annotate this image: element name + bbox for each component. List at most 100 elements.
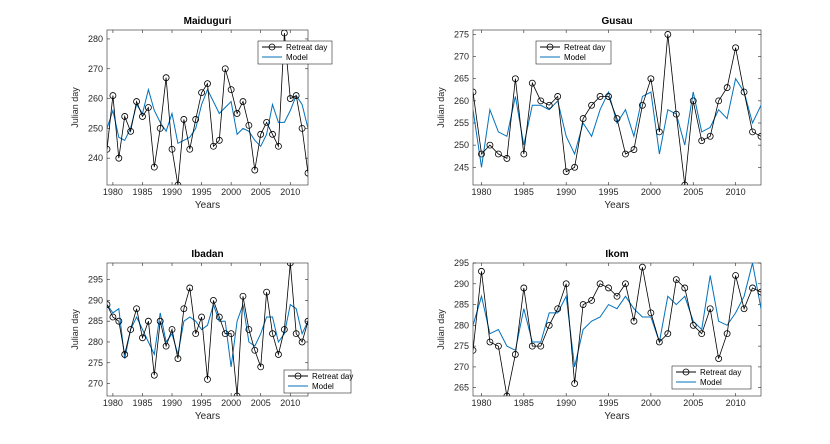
chart-panel-maiduguri: Maiduguri 1980 1985 1990 1995 2000 2005 2010 240…: [70, 16, 333, 211]
data-point: [198, 313, 205, 321]
data-point: [304, 317, 308, 325]
data-point: [227, 86, 235, 94]
y-tick-label: 270: [88, 379, 103, 389]
data-point: [630, 146, 638, 153]
y-tick-label: 255: [454, 118, 469, 128]
data-point: [715, 97, 723, 105]
data-point: [286, 263, 294, 267]
series-line-retreat-day: [473, 267, 761, 396]
data-point: [221, 65, 229, 73]
data-point: [723, 330, 731, 338]
data-point: [681, 181, 689, 185]
legend-label: Model: [564, 53, 586, 62]
series-line-retreat-day: [107, 32, 308, 185]
legend-label: Model: [312, 382, 334, 391]
data-point: [174, 355, 182, 362]
data-point: [162, 342, 170, 350]
data-point: [150, 371, 158, 379]
data-point: [715, 355, 723, 362]
x-tick-label: 2000: [221, 187, 241, 197]
data-point: [740, 88, 748, 96]
data-point: [706, 305, 714, 313]
data-point: [215, 313, 223, 321]
data-point: [139, 334, 146, 342]
legend-swatch-marker: [268, 43, 276, 51]
data-point: [139, 113, 146, 120]
series-line-model: [107, 302, 308, 367]
data-point: [655, 338, 663, 346]
data-point: [749, 284, 756, 292]
data-point: [251, 346, 259, 354]
data-point: [286, 95, 294, 102]
data-point: [257, 363, 265, 371]
data-point: [757, 132, 761, 140]
y-tick-label: 240: [88, 153, 103, 163]
data-point: [503, 155, 511, 162]
data-point: [749, 128, 756, 136]
data-point: [757, 288, 761, 296]
x-tick-label: 2005: [683, 398, 703, 408]
data-point: [275, 142, 282, 150]
x-tick-label: 1990: [162, 187, 182, 197]
data-point: [545, 321, 553, 329]
data-point: [107, 301, 111, 308]
data-point: [588, 297, 595, 304]
data-point: [740, 305, 748, 313]
x-tick-label: 1995: [599, 398, 619, 408]
x-tick-label: 1980: [471, 187, 491, 197]
x-tick-label: 1995: [192, 398, 212, 408]
data-point: [647, 75, 655, 83]
y-tick-label: 275: [454, 341, 469, 351]
data-point: [681, 284, 689, 292]
data-point: [292, 92, 300, 99]
x-axis-label: Years: [604, 200, 629, 211]
x-tick-label: 1985: [514, 398, 534, 408]
legend-swatch-marker: [294, 372, 302, 380]
data-point: [109, 92, 117, 99]
data-point: [174, 181, 182, 185]
y-tick-label: 290: [88, 295, 103, 305]
data-point: [263, 119, 271, 126]
chart-panel-gusau: Gusau 1980 1985 1990 1995 2000 2005 2010 245 250 2…: [436, 16, 762, 211]
y-tick-label: 285: [88, 316, 103, 326]
y-tick-label: 285: [454, 300, 469, 310]
data-point: [689, 321, 697, 329]
data-point: [689, 97, 697, 105]
series-line-model: [473, 263, 761, 368]
data-point: [210, 297, 217, 304]
data-point: [545, 101, 553, 109]
data-layer: [473, 31, 761, 185]
x-tick-label: 1980: [471, 398, 491, 408]
data-point: [204, 375, 211, 383]
data-point: [706, 132, 714, 140]
y-tick-label: 270: [88, 64, 103, 74]
x-tick-label: 1985: [132, 187, 152, 197]
data-point: [156, 317, 164, 325]
data-point: [239, 292, 247, 300]
x-tick-label: 1990: [556, 398, 576, 408]
data-point: [210, 142, 217, 150]
x-tick-label: 1980: [103, 187, 123, 197]
x-tick-label: 1990: [162, 398, 182, 408]
y-axis-label: Julian day: [436, 87, 446, 128]
data-point: [630, 317, 638, 325]
data-point: [495, 342, 502, 350]
data-point: [723, 84, 731, 91]
data-point: [562, 280, 570, 288]
data-point: [511, 75, 519, 83]
data-point: [215, 136, 223, 144]
data-point: [579, 115, 587, 122]
x-tick-label: 1985: [514, 187, 534, 197]
data-point: [121, 113, 129, 120]
series-line-retreat-day: [107, 263, 308, 396]
data-point: [204, 80, 211, 88]
chart-title: Ibadan: [191, 249, 223, 260]
data-point: [133, 305, 140, 313]
data-point: [186, 284, 194, 292]
data-point: [495, 150, 502, 158]
data-point: [537, 97, 545, 105]
data-point: [698, 330, 706, 338]
y-tick-label: 260: [454, 96, 469, 106]
data-layer: [473, 263, 761, 396]
